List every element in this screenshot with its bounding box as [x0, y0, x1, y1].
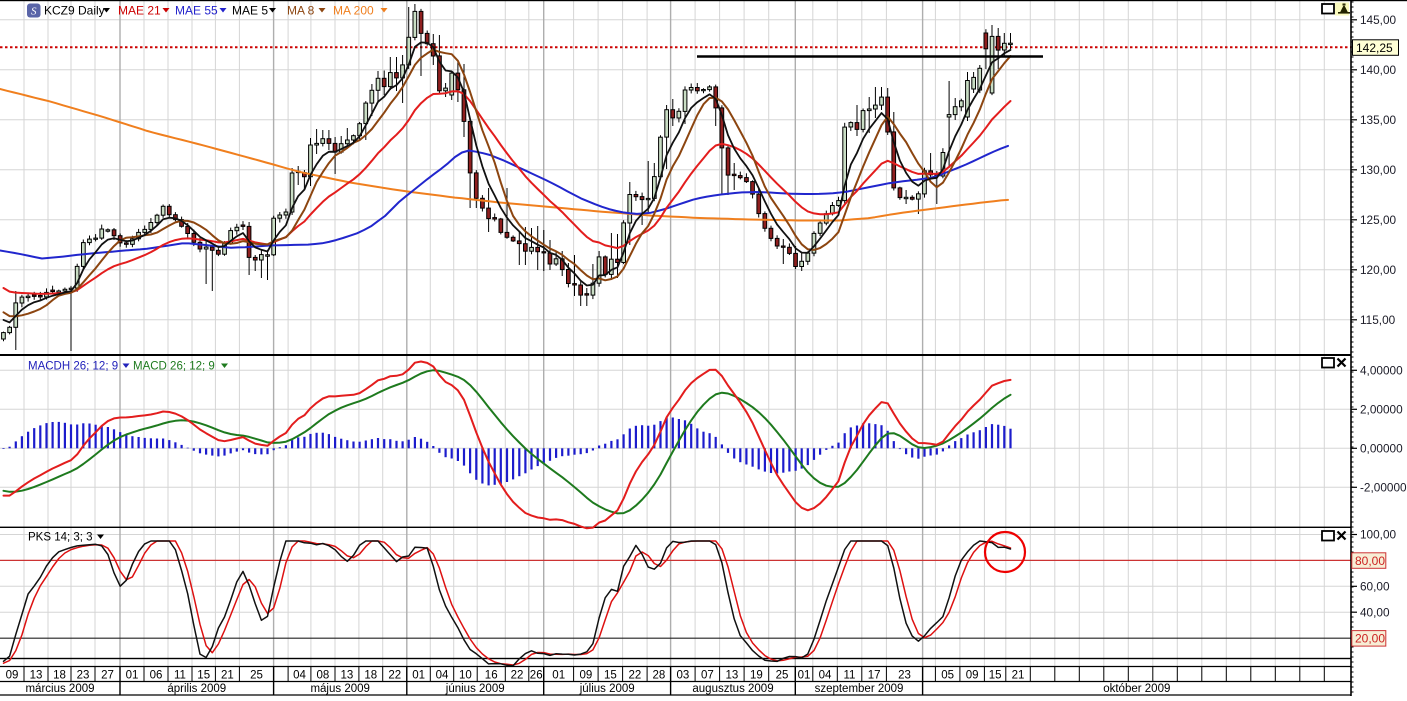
- svg-text:MACD 26; 12; 9: MACD 26; 12; 9: [133, 361, 215, 373]
- svg-text:130,00: 130,00: [1360, 163, 1397, 177]
- svg-text:25: 25: [776, 669, 789, 681]
- svg-text:27: 27: [101, 669, 114, 681]
- svg-text:01: 01: [798, 669, 811, 681]
- svg-text:20,00: 20,00: [1355, 632, 1385, 646]
- svg-text:25: 25: [250, 669, 263, 681]
- svg-text:21: 21: [221, 669, 234, 681]
- svg-text:21: 21: [1012, 669, 1025, 681]
- svg-text:szeptember 2009: szeptember 2009: [815, 683, 904, 695]
- svg-text:MACDH 26; 12; 9: MACDH 26; 12; 9: [28, 361, 118, 373]
- svg-text:22: 22: [388, 669, 401, 681]
- svg-text:40,00: 40,00: [1360, 605, 1390, 619]
- svg-text:22: 22: [511, 669, 524, 681]
- svg-text:09: 09: [6, 669, 19, 681]
- svg-text:15: 15: [197, 669, 210, 681]
- svg-text:MA 200: MA 200: [333, 3, 374, 17]
- svg-text:MAE 5: MAE 5: [232, 3, 268, 17]
- svg-text:140,00: 140,00: [1360, 63, 1397, 77]
- svg-text:01: 01: [412, 669, 425, 681]
- svg-text:22: 22: [629, 669, 642, 681]
- svg-text:145,00: 145,00: [1360, 13, 1397, 27]
- svg-text:MA 8: MA 8: [287, 3, 315, 17]
- svg-text:4,00000: 4,00000: [1360, 364, 1403, 378]
- svg-text:október 2009: október 2009: [1103, 683, 1170, 695]
- svg-text:13: 13: [341, 669, 354, 681]
- svg-text:10: 10: [459, 669, 472, 681]
- svg-text:május 2009: május 2009: [310, 683, 369, 695]
- svg-text:09: 09: [966, 669, 979, 681]
- svg-text:13: 13: [30, 669, 43, 681]
- svg-text:26: 26: [530, 669, 543, 681]
- svg-text:80,00: 80,00: [1355, 554, 1385, 568]
- svg-text:06: 06: [150, 669, 163, 681]
- svg-text:15: 15: [604, 669, 617, 681]
- svg-text:09: 09: [580, 669, 593, 681]
- svg-text:13: 13: [726, 669, 739, 681]
- svg-text:23: 23: [77, 669, 90, 681]
- svg-text:28: 28: [653, 669, 666, 681]
- svg-text:június 2009: június 2009: [445, 683, 505, 695]
- svg-text:142,25: 142,25: [1356, 41, 1393, 55]
- svg-text:PKS 14; 3; 3: PKS 14; 3; 3: [28, 532, 93, 544]
- svg-text:23: 23: [898, 669, 911, 681]
- svg-text:100,00: 100,00: [1360, 528, 1397, 542]
- svg-text:11: 11: [174, 669, 186, 681]
- svg-text:07: 07: [701, 669, 714, 681]
- svg-text:16: 16: [485, 669, 498, 681]
- svg-text:18: 18: [53, 669, 66, 681]
- svg-text:04: 04: [436, 669, 449, 681]
- svg-text:MAE 55: MAE 55: [175, 3, 218, 17]
- svg-text:01: 01: [552, 669, 565, 681]
- svg-text:17: 17: [868, 669, 881, 681]
- svg-text:S: S: [31, 6, 37, 18]
- svg-text:04: 04: [293, 669, 306, 681]
- svg-text:július 2009: július 2009: [579, 683, 635, 695]
- svg-text:60,00: 60,00: [1360, 580, 1390, 594]
- svg-text:március 2009: március 2009: [25, 683, 94, 695]
- svg-text:április 2009: április 2009: [167, 683, 226, 695]
- svg-text:05: 05: [941, 669, 954, 681]
- svg-text:135,00: 135,00: [1360, 113, 1397, 127]
- svg-text:15: 15: [989, 669, 1002, 681]
- svg-text:KCZ9 Daily: KCZ9 Daily: [44, 3, 105, 17]
- svg-text:18: 18: [364, 669, 377, 681]
- svg-text:2,00000: 2,00000: [1360, 403, 1403, 417]
- svg-text:-2,00000: -2,00000: [1360, 481, 1407, 495]
- svg-text:03: 03: [677, 669, 690, 681]
- svg-text:120,00: 120,00: [1360, 263, 1397, 277]
- svg-text:11: 11: [844, 669, 856, 681]
- svg-text:04: 04: [819, 669, 832, 681]
- svg-text:125,00: 125,00: [1360, 213, 1397, 227]
- svg-text:115,00: 115,00: [1360, 313, 1396, 327]
- svg-text:08: 08: [317, 669, 330, 681]
- svg-text:19: 19: [750, 669, 763, 681]
- svg-text:MAE 21: MAE 21: [118, 3, 161, 17]
- svg-text:0,00000: 0,00000: [1360, 442, 1403, 456]
- svg-text:01: 01: [126, 669, 139, 681]
- svg-text:augusztus 2009: augusztus 2009: [692, 683, 773, 695]
